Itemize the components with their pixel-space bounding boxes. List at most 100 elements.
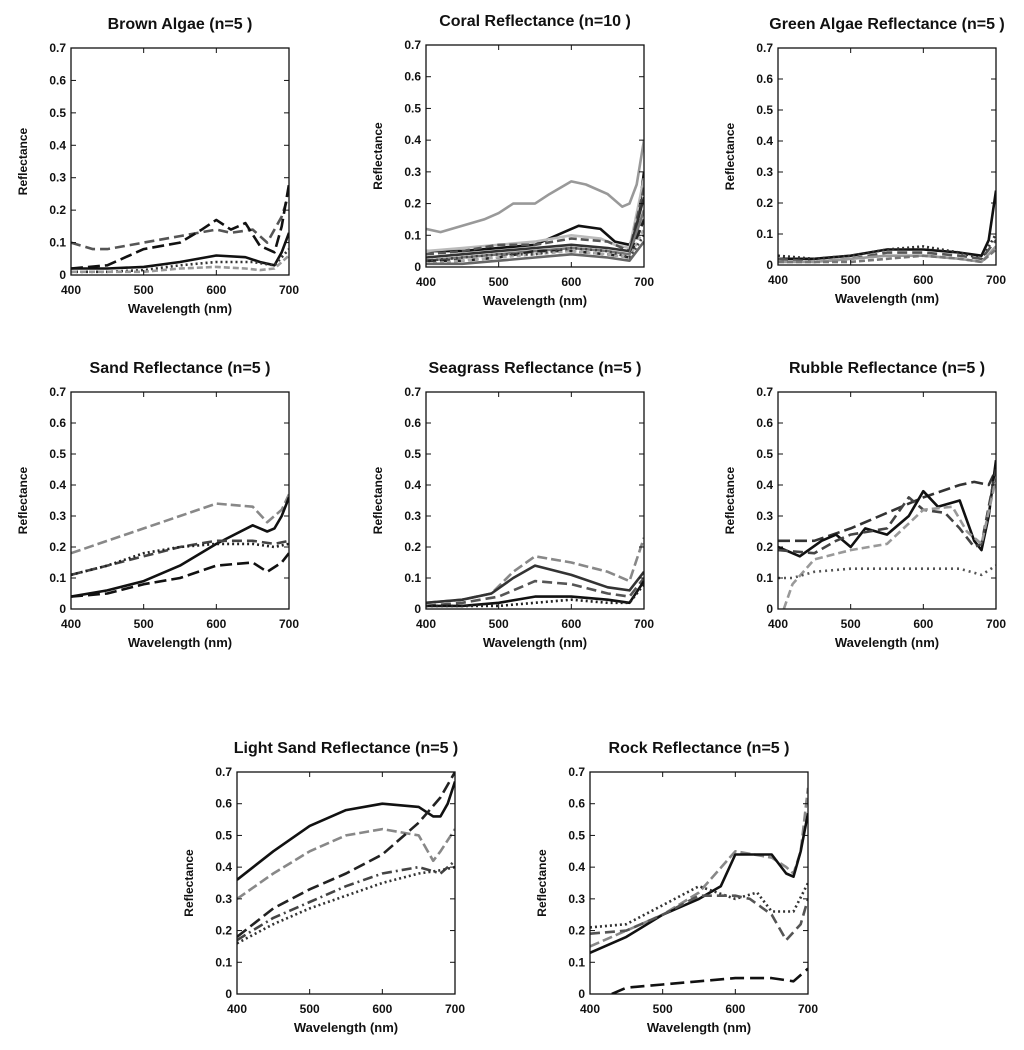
y-tick-label: 0.4 — [568, 860, 585, 874]
series-line-4 — [782, 478, 996, 609]
series-line-5 — [426, 196, 644, 259]
y-tick-label: 0 — [414, 260, 421, 274]
series-line-1 — [71, 493, 289, 555]
y-tick-label: 0.4 — [215, 860, 232, 874]
x-tick-label: 600 — [561, 275, 581, 289]
series-line-9 — [426, 234, 644, 262]
plot-frame — [425, 44, 645, 268]
x-tick-label: 500 — [300, 1002, 320, 1016]
plot-frame — [236, 771, 456, 995]
y-tick-label: 0.6 — [756, 416, 773, 430]
x-tick-label: 500 — [489, 617, 509, 631]
series-line-3 — [71, 232, 289, 270]
x-tick-label: 600 — [561, 617, 581, 631]
y-tick-label: 0.5 — [568, 828, 585, 842]
y-tick-label: 0.4 — [404, 478, 421, 492]
y-tick-label: 0.6 — [756, 72, 773, 86]
y-tick-label: 0.1 — [404, 228, 421, 242]
series-line-4 — [71, 542, 289, 577]
y-tick-label: 0.3 — [404, 509, 421, 523]
x-tick-label: 400 — [416, 617, 436, 631]
series-line-2 — [237, 827, 455, 900]
y-tick-label: 0.2 — [404, 540, 421, 554]
x-tick-label: 600 — [372, 1002, 392, 1016]
y-tick-label: 0.5 — [756, 447, 773, 461]
x-tick-label: 700 — [634, 275, 654, 289]
chart-panel-3: Green Algae Reflectance (n=5 ) Reflectanc… — [723, 16, 1006, 306]
y-tick-label: 0.6 — [215, 797, 232, 811]
x-tick-label: 400 — [580, 1002, 600, 1016]
series-line-5 — [71, 552, 289, 598]
y-axis-label: Reflectance — [723, 466, 737, 534]
y-tick-label: 0 — [766, 602, 773, 616]
series-line-1 — [237, 781, 455, 881]
x-tick-label: 700 — [986, 273, 1006, 287]
chart-panel-2: Coral Reflectance (n=10 ) Reflectance Wave… — [371, 13, 654, 308]
x-axis-label: Wavelength (nm) — [128, 301, 232, 316]
x-tick-label: 700 — [279, 617, 299, 631]
y-axis-label: Reflectance — [16, 466, 30, 534]
y-tick-label: 0.1 — [215, 955, 232, 969]
y-tick-label: 0 — [578, 987, 585, 1001]
series-line-1 — [426, 139, 644, 234]
plot-frame — [777, 391, 997, 610]
y-tick-label: 0.7 — [49, 41, 66, 55]
y-tick-label: 0.3 — [404, 165, 421, 179]
y-tick-label: 0.7 — [568, 765, 585, 779]
x-tick-label: 600 — [206, 617, 226, 631]
y-axis-label: Reflectance — [723, 122, 737, 190]
x-tick-label: 500 — [653, 1002, 673, 1016]
chart-panel-6: Rubble Reflectance (n=5 ) Reflectance Wave… — [723, 360, 1006, 650]
y-tick-label: 0 — [59, 602, 66, 616]
y-tick-label: 0.5 — [49, 106, 66, 120]
series-line-1 — [778, 468, 996, 543]
chart-panel-1: Brown Algae (n=5 ) Reflectance Wavelength … — [16, 16, 299, 316]
series-line-3 — [71, 539, 289, 577]
plot-frame — [70, 391, 290, 610]
series-line-5 — [778, 564, 996, 580]
chart-title: Brown Algae (n=5 ) — [108, 16, 253, 33]
plot-frame — [425, 391, 645, 610]
y-tick-label: 0.2 — [404, 197, 421, 211]
x-tick-label: 400 — [227, 1002, 247, 1016]
y-tick-label: 0.7 — [215, 765, 232, 779]
x-tick-label: 400 — [768, 617, 788, 631]
y-tick-label: 0.7 — [404, 38, 421, 52]
y-tick-label: 0.3 — [49, 171, 66, 185]
x-tick-label: 400 — [61, 283, 81, 297]
y-tick-label: 0.5 — [756, 103, 773, 117]
y-axis-label: Reflectance — [371, 122, 385, 190]
y-tick-label: 0.1 — [756, 227, 773, 241]
y-tick-label: 0 — [225, 987, 232, 1001]
y-tick-label: 0.7 — [756, 41, 773, 55]
series-line-10 — [426, 240, 644, 266]
y-tick-label: 0.4 — [756, 478, 773, 492]
x-axis-label: Wavelength (nm) — [483, 293, 587, 308]
y-tick-label: 0.1 — [568, 955, 585, 969]
y-tick-label: 0.2 — [756, 540, 773, 554]
x-tick-label: 600 — [913, 617, 933, 631]
y-tick-label: 0 — [414, 602, 421, 616]
y-tick-label: 0.2 — [215, 924, 232, 938]
series-line-3 — [237, 772, 455, 938]
x-axis-label: Wavelength (nm) — [483, 635, 587, 650]
x-tick-label: 500 — [841, 273, 861, 287]
y-tick-label: 0.1 — [756, 571, 773, 585]
x-tick-label: 400 — [61, 617, 81, 631]
series-line-2 — [590, 812, 808, 954]
series-line-2 — [71, 496, 289, 598]
series-line-4 — [71, 248, 289, 274]
y-tick-label: 0.7 — [404, 385, 421, 399]
chart-title: Rock Reflectance (n=5 ) — [609, 740, 790, 757]
series-line-8 — [426, 228, 644, 266]
y-tick-label: 0.3 — [49, 509, 66, 523]
series-line-2 — [778, 460, 996, 558]
series-group — [71, 493, 289, 598]
y-tick-label: 0.6 — [404, 70, 421, 84]
x-tick-label: 500 — [134, 283, 154, 297]
y-tick-label: 0.2 — [49, 540, 66, 554]
chart-panel-4: Sand Reflectance (n=5 ) Reflectance Wavele… — [16, 360, 299, 650]
series-line-6 — [426, 209, 644, 262]
x-tick-label: 400 — [416, 275, 436, 289]
